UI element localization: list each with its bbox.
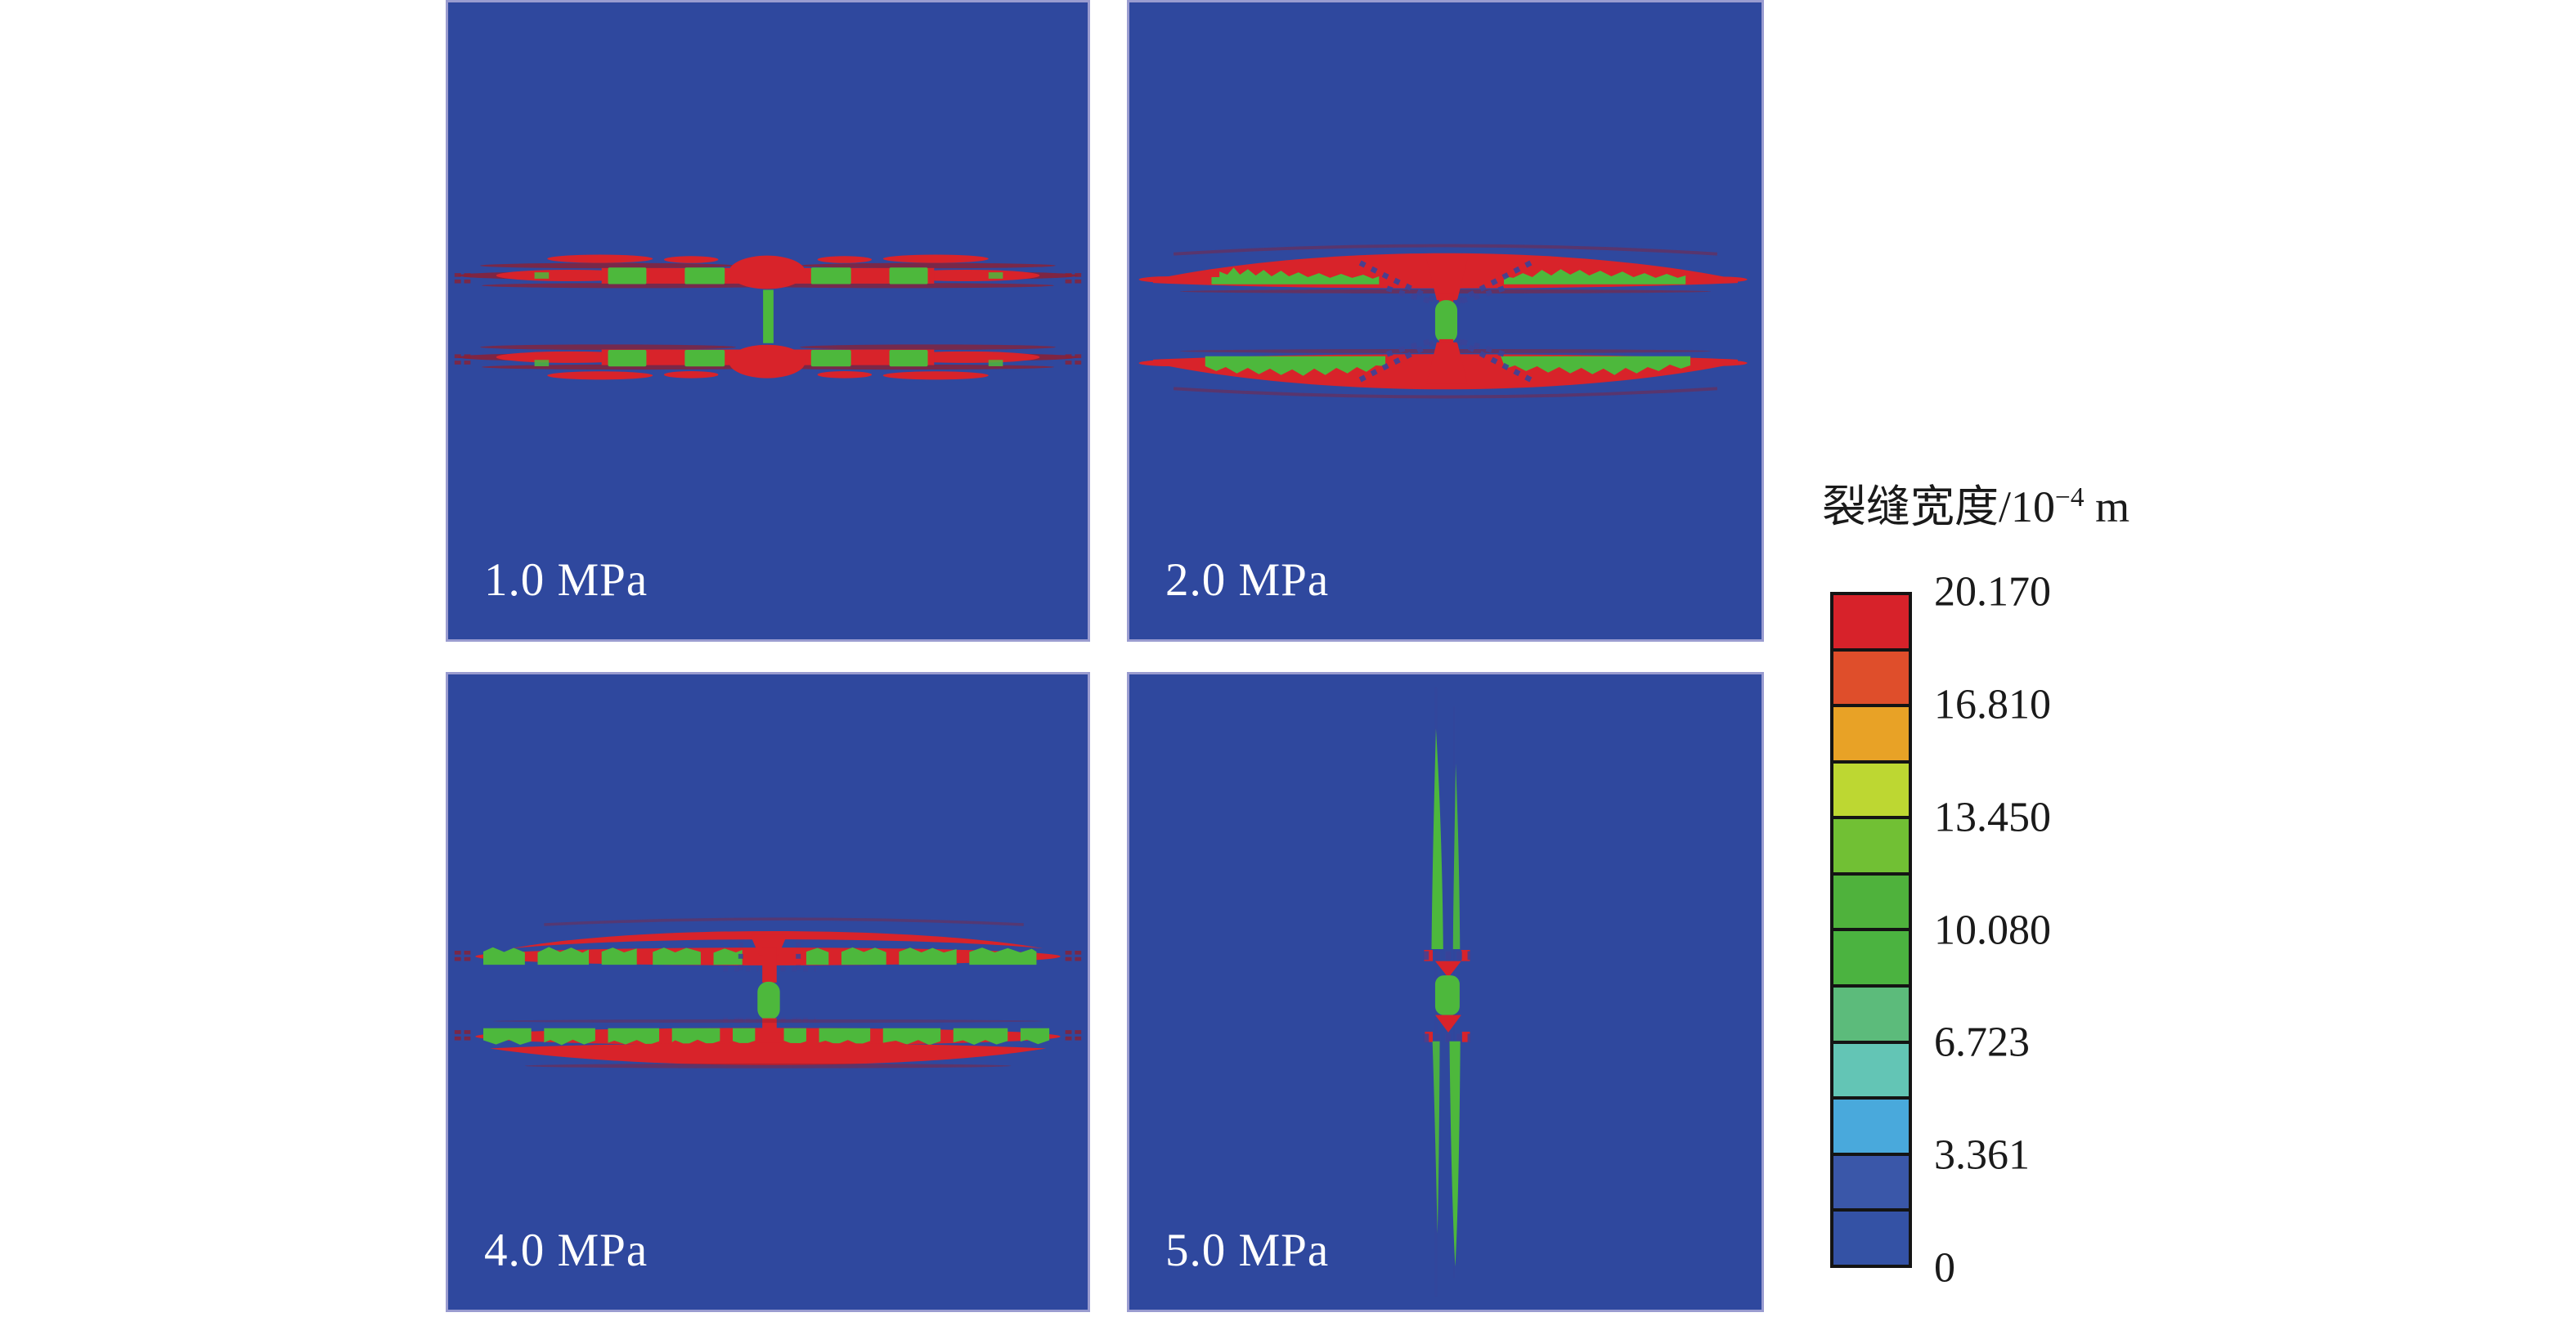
panel-5-0mpa: 5.0 MPa (1127, 672, 1764, 1312)
lower-funnel (1426, 342, 1468, 384)
central-conduit (757, 981, 780, 1020)
colorbar-cell (1833, 763, 1909, 820)
colorbar-tick-label: 0 (1934, 1244, 1955, 1292)
upper-band-green (483, 947, 1037, 965)
central-conduit (1434, 975, 1460, 1015)
upper-spindle-left (1431, 728, 1443, 950)
central-conduit (1434, 300, 1457, 343)
colorbar-cell (1833, 651, 1909, 708)
panel-pressure-label: 4.0 MPa (484, 1225, 648, 1276)
legend-title-unit: m (2084, 482, 2130, 531)
colorbar-cell (1833, 988, 1909, 1044)
colorbar-tick-label: 6.723 (1934, 1019, 2030, 1066)
upper-top-arc (512, 930, 1043, 949)
fracture-map-4-0mpa (454, 917, 1082, 1068)
lower-band-green-left (1205, 356, 1386, 376)
upper-red-triangle (1434, 961, 1461, 979)
colorbar-cell (1833, 931, 1909, 988)
upper-band-green-right (1504, 269, 1686, 284)
upper-spindle-right (1452, 763, 1461, 950)
legend-title-base: 裂缝宽度/10 (1822, 482, 2056, 531)
colorbar-tick-label: 13.450 (1934, 794, 2051, 841)
colorbar-tick-label: 10.080 (1934, 907, 2051, 953)
panel-pressure-label: 2.0 MPa (1165, 554, 1330, 606)
edge-marks (454, 950, 1082, 1041)
colorbar (1830, 592, 1912, 1268)
colorbar-tick-label: 3.361 (1934, 1131, 2030, 1179)
upper-connector-top (750, 934, 788, 956)
central-connector (763, 289, 774, 343)
colorbar-cell (1833, 595, 1909, 652)
legend-title-exponent: −4 (2055, 482, 2085, 513)
panel-2-0mpa: 2.0 MPa (1127, 0, 1764, 642)
colorbar-cell (1833, 1212, 1909, 1265)
panel-pressure-label: 5.0 MPa (1165, 1225, 1330, 1276)
colorbar-wrap: 20.170 16.810 13.450 10.080 6.723 3.361 0 (1822, 569, 2313, 1292)
lower-red-triangle (1434, 1015, 1461, 1033)
upper-band-green-left (1211, 267, 1380, 284)
lower-band-green-right (1501, 356, 1691, 375)
lower-spindle-right (1449, 1041, 1461, 1267)
lower-junction-marks (1423, 1032, 1471, 1043)
fracture-map-5-0mpa (1423, 687, 1471, 1297)
upper-junction-marks (1423, 950, 1471, 961)
fracture-map-2-0mpa (1138, 244, 1748, 399)
lower-streak (1173, 387, 1718, 399)
lower-band-green (483, 1028, 1050, 1046)
upper-dotted-boundaries (1358, 260, 1533, 306)
legend-title: 裂缝宽度/10−4 m (1822, 470, 2378, 535)
colorbar-cell (1833, 1043, 1909, 1100)
colorbar-cell (1833, 1100, 1909, 1156)
lower-red-bulge (489, 1042, 1047, 1065)
panel-1-0mpa: 1.0 MPa (446, 0, 1090, 642)
lower-dotted-boundaries (1358, 337, 1533, 383)
upper-streak (1173, 244, 1718, 256)
lower-band-green (534, 349, 1003, 367)
upper-funnel (1426, 258, 1468, 301)
colorbar-tick-label: 16.810 (1934, 681, 2051, 728)
lower-spindle-left (1432, 1041, 1440, 1234)
colorbar-cell (1833, 707, 1909, 764)
colorbar-legend: 裂缝宽度/10−4 m 20.170 16.810 13.450 10.080 6.72… (1822, 470, 2378, 1292)
colorbar-cell (1833, 819, 1909, 876)
fracture-map-1-0mpa (454, 254, 1082, 380)
upper-band-green (534, 267, 1003, 284)
colorbar-tick-label: 20.170 (1934, 568, 2051, 616)
colorbar-cell (1833, 875, 1909, 932)
colorbar-cell (1833, 1155, 1909, 1212)
panel-4-0mpa: 4.0 MPa (446, 672, 1090, 1312)
panel-pressure-label: 1.0 MPa (484, 554, 648, 606)
colorbar-ticks: 20.170 16.810 13.450 10.080 6.723 3.361 0 (1934, 569, 2196, 1292)
upper-dotted-marks (723, 943, 816, 972)
lower-band-red (496, 344, 1040, 380)
